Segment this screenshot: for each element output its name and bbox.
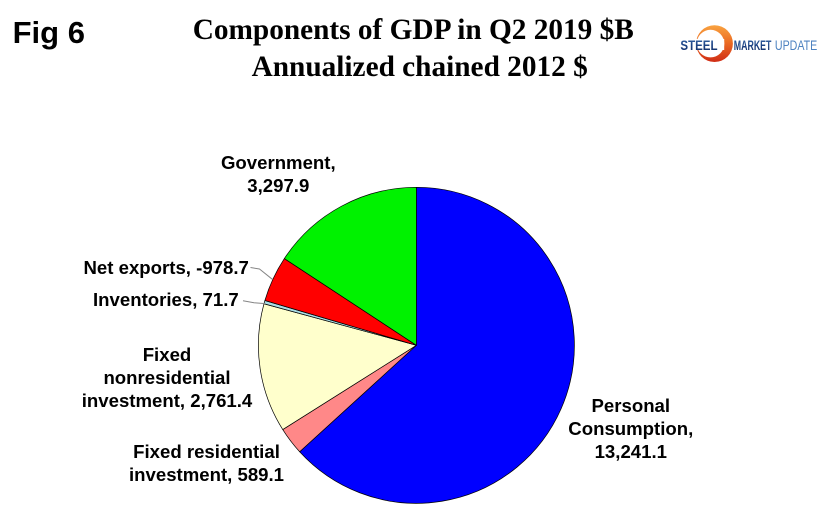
svg-text:UPDATE: UPDATE: [775, 38, 817, 53]
svg-text:STEEL: STEEL: [680, 38, 717, 53]
svg-text:MARKET: MARKET: [734, 38, 772, 53]
